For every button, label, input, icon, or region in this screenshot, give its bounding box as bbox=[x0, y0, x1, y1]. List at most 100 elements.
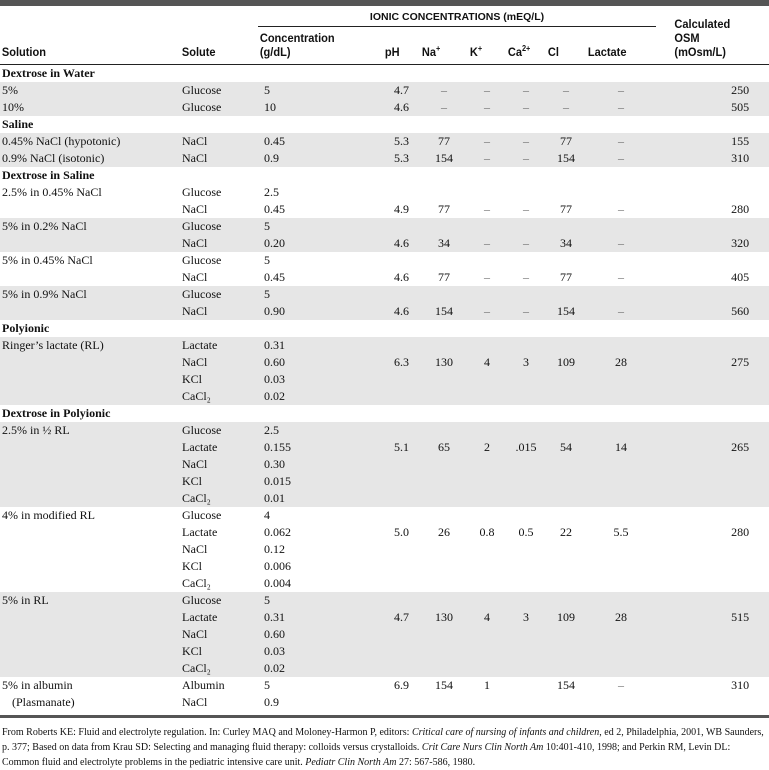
ca-cell bbox=[506, 626, 546, 643]
ph-cell bbox=[383, 575, 420, 592]
concentration-cell: 10 bbox=[258, 99, 383, 116]
cl-cell: 54 bbox=[546, 439, 586, 456]
cl-cell: 154 bbox=[546, 150, 586, 167]
table-row: NaCl 0.45 4.9 77 – – 77 – 280 bbox=[0, 201, 769, 218]
ph-cell bbox=[383, 660, 420, 677]
concentration-cell: 5 bbox=[258, 592, 383, 609]
na-cell bbox=[420, 490, 468, 507]
solution-cell bbox=[0, 303, 180, 320]
solute-cell: Glucose bbox=[180, 592, 258, 609]
lactate-cell bbox=[586, 286, 657, 303]
osm-cell: 155 bbox=[656, 133, 769, 150]
na-cell bbox=[420, 473, 468, 490]
table-row: 2.5% in ½ RL Glucose 2.5 bbox=[0, 422, 769, 439]
ph-cell bbox=[383, 490, 420, 507]
ph-cell: 4.9 bbox=[394, 202, 409, 216]
osm-cell: 265 bbox=[656, 439, 769, 456]
ph-cell bbox=[383, 422, 420, 439]
k-cell bbox=[468, 626, 506, 643]
ph-cell: 4.7 bbox=[383, 82, 420, 99]
osm-cell: 405 bbox=[731, 270, 750, 284]
concentration-cell: 0.12 bbox=[264, 542, 285, 556]
ca-cell bbox=[506, 507, 546, 524]
k-cell: – bbox=[468, 235, 506, 252]
ca-cell: .015 bbox=[506, 439, 546, 456]
ca-cell: – bbox=[506, 150, 546, 167]
header-solute: Solute bbox=[180, 26, 252, 65]
concentration-cell: 0.02 bbox=[258, 388, 383, 405]
cl-cell: 34 bbox=[546, 235, 586, 252]
solution-cell bbox=[0, 575, 180, 592]
solution-cell: 0.45% NaCl (hypotonic) bbox=[0, 133, 180, 150]
ph-cell: 5.0 bbox=[394, 525, 409, 539]
osm-cell bbox=[656, 490, 769, 507]
cl-cell: 77 bbox=[560, 270, 572, 284]
k-cell bbox=[468, 694, 506, 711]
ca-cell bbox=[506, 371, 546, 388]
solute-cell: Glucose bbox=[180, 218, 258, 235]
concentration-cell: 2.5 bbox=[264, 185, 279, 199]
lactate-cell bbox=[586, 337, 657, 354]
ca-cell: 3 bbox=[506, 609, 546, 626]
lactate-cell bbox=[586, 422, 657, 439]
na-cell: – bbox=[420, 99, 468, 116]
ph-cell bbox=[383, 694, 420, 711]
concentration-cell: 0.45 bbox=[258, 133, 383, 150]
concentration-cell: 5 bbox=[258, 82, 383, 99]
cl-cell bbox=[546, 252, 586, 269]
solution-cell bbox=[0, 626, 180, 643]
concentration-cell: 0.155 bbox=[258, 439, 383, 456]
k-cell bbox=[468, 660, 506, 677]
solution-cell: 4% in modified RL bbox=[2, 508, 95, 522]
table-row: Ringer’s lactate (RL) Lactate 0.31 bbox=[0, 337, 769, 354]
table-row: Lactate 0.155 5.1 65 2.015 54 14 265 bbox=[0, 439, 769, 456]
k-cell bbox=[468, 507, 506, 524]
k-cell: – bbox=[484, 202, 490, 216]
solute-cell: Lactate bbox=[180, 337, 258, 354]
table-row: NaCl 0.45 4.6 77 – – 77 – 405 bbox=[0, 269, 769, 286]
na-cell: 77 bbox=[438, 202, 450, 216]
osm-cell bbox=[656, 694, 769, 711]
solute-cell: KCl bbox=[180, 371, 258, 388]
solute-cell: CaCl₂ bbox=[182, 576, 211, 590]
osm-cell bbox=[656, 626, 769, 643]
k-cell bbox=[468, 218, 506, 235]
cl-cell: 109 bbox=[546, 354, 586, 371]
solute-cell: Glucose bbox=[180, 99, 258, 116]
lactate-cell bbox=[586, 371, 657, 388]
solution-cell bbox=[0, 524, 180, 541]
section-title: Dextrose in Water bbox=[2, 66, 95, 80]
solution-cell bbox=[0, 269, 180, 286]
na-cell: 154 bbox=[420, 303, 468, 320]
k-cell bbox=[468, 541, 506, 558]
solution-cell: 2.5% in 0.45% NaCl bbox=[2, 185, 102, 199]
lactate-cell bbox=[586, 575, 656, 592]
lactate-cell: – bbox=[618, 270, 625, 284]
section-header-row: Polyionic bbox=[0, 320, 769, 337]
osm-cell bbox=[656, 558, 769, 575]
cl-cell bbox=[546, 388, 586, 405]
header-concentration: Concentration (g/dL) bbox=[258, 26, 373, 65]
solute-cell: NaCl bbox=[180, 354, 258, 371]
na-cell: – bbox=[420, 82, 468, 99]
na-cell bbox=[420, 558, 468, 575]
lactate-cell bbox=[586, 592, 657, 609]
ca-cell bbox=[506, 677, 546, 694]
top-rule bbox=[0, 0, 769, 6]
concentration-cell: 0.9 bbox=[264, 695, 279, 709]
ca-cell bbox=[506, 252, 546, 269]
k-cell bbox=[468, 388, 506, 405]
lactate-cell: 28 bbox=[586, 354, 657, 371]
k-cell bbox=[468, 473, 506, 490]
ph-cell: 5.1 bbox=[383, 439, 420, 456]
k-cell bbox=[468, 337, 506, 354]
lactate-cell: – bbox=[586, 235, 657, 252]
k-cell bbox=[468, 575, 506, 592]
solute-cell: Glucose bbox=[180, 422, 258, 439]
osm-cell bbox=[656, 660, 769, 677]
concentration-cell: 0.31 bbox=[258, 609, 383, 626]
k-cell: – bbox=[468, 99, 506, 116]
solution-cell bbox=[0, 371, 180, 388]
solute-cell: NaCl bbox=[182, 542, 208, 556]
lactate-cell: 5.5 bbox=[613, 525, 629, 539]
